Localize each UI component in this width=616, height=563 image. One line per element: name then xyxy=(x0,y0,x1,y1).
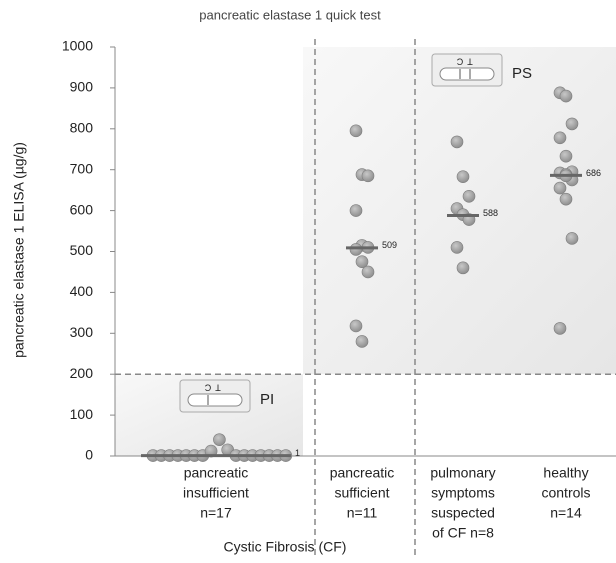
strip-mark: C xyxy=(204,383,211,393)
test-window xyxy=(187,393,243,407)
data-point xyxy=(553,181,567,195)
data-point xyxy=(361,265,375,279)
y-tick-label: 100 xyxy=(70,406,94,422)
median-label: 588 xyxy=(483,208,498,218)
median-label: 1 xyxy=(295,448,300,458)
median-label: 686 xyxy=(586,168,601,178)
data-point xyxy=(450,135,464,149)
data-point xyxy=(559,89,573,103)
data-point xyxy=(349,204,363,217)
data-point xyxy=(462,189,476,203)
strip-mark: T xyxy=(467,57,473,67)
data-point xyxy=(456,261,470,275)
x-tick-label: controls xyxy=(541,485,590,501)
data-point xyxy=(349,319,363,333)
strip-mark: C xyxy=(456,57,463,67)
y-tick-label: 0 xyxy=(85,447,93,463)
data-point xyxy=(553,131,567,145)
x-tick-label: pulmonary xyxy=(430,465,495,481)
data-point xyxy=(559,149,573,163)
x-tick-label: suspected xyxy=(431,505,495,521)
region-label: PI xyxy=(260,391,274,408)
y-tick-label: 200 xyxy=(70,365,94,381)
region-label: PS xyxy=(512,65,532,82)
y-tick-label: 800 xyxy=(70,120,94,136)
x-tick-label: healthy xyxy=(543,465,588,481)
y-tick-label: 500 xyxy=(70,242,94,258)
data-point xyxy=(213,433,226,446)
data-point xyxy=(565,232,579,245)
data-point xyxy=(565,117,579,131)
y-axis-label: pancreatic elastase 1 ELISA (µg/g) xyxy=(11,142,27,358)
data-point xyxy=(349,243,363,256)
data-point xyxy=(349,124,363,138)
y-tick-label: 900 xyxy=(70,79,94,95)
x-tick-label: pancreatic xyxy=(330,465,395,481)
x-tick-label: insufficient xyxy=(183,485,249,501)
y-tick-label: 400 xyxy=(70,283,94,299)
data-point xyxy=(553,322,567,335)
test-window xyxy=(439,67,495,81)
y-tick-label: 300 xyxy=(70,324,94,340)
y-tick-label: 700 xyxy=(70,160,94,176)
data-point xyxy=(361,169,375,183)
median-label: 509 xyxy=(382,240,397,250)
data-point xyxy=(355,335,369,348)
x-tick-label: pancreatic xyxy=(184,465,249,481)
data-point xyxy=(559,192,573,206)
x-tick-label: n=11 xyxy=(347,505,378,521)
x-tick-label: of CF n=8 xyxy=(432,525,494,541)
data-point xyxy=(450,241,464,254)
y-tick-label: 600 xyxy=(70,201,94,217)
x-tick-label: n=17 xyxy=(200,505,232,521)
data-point xyxy=(355,255,369,269)
x-tick-label: symptoms xyxy=(431,485,495,501)
chart-title: pancreatic elastase 1 quick test xyxy=(199,7,381,22)
x-axis-label: Cystic Fibrosis (CF) xyxy=(224,539,347,555)
x-tick-label: n=14 xyxy=(550,505,582,521)
x-tick-label: sufficient xyxy=(335,485,390,501)
data-point xyxy=(456,170,470,183)
strip-mark: T xyxy=(215,383,221,393)
y-tick-label: 1000 xyxy=(62,38,93,54)
